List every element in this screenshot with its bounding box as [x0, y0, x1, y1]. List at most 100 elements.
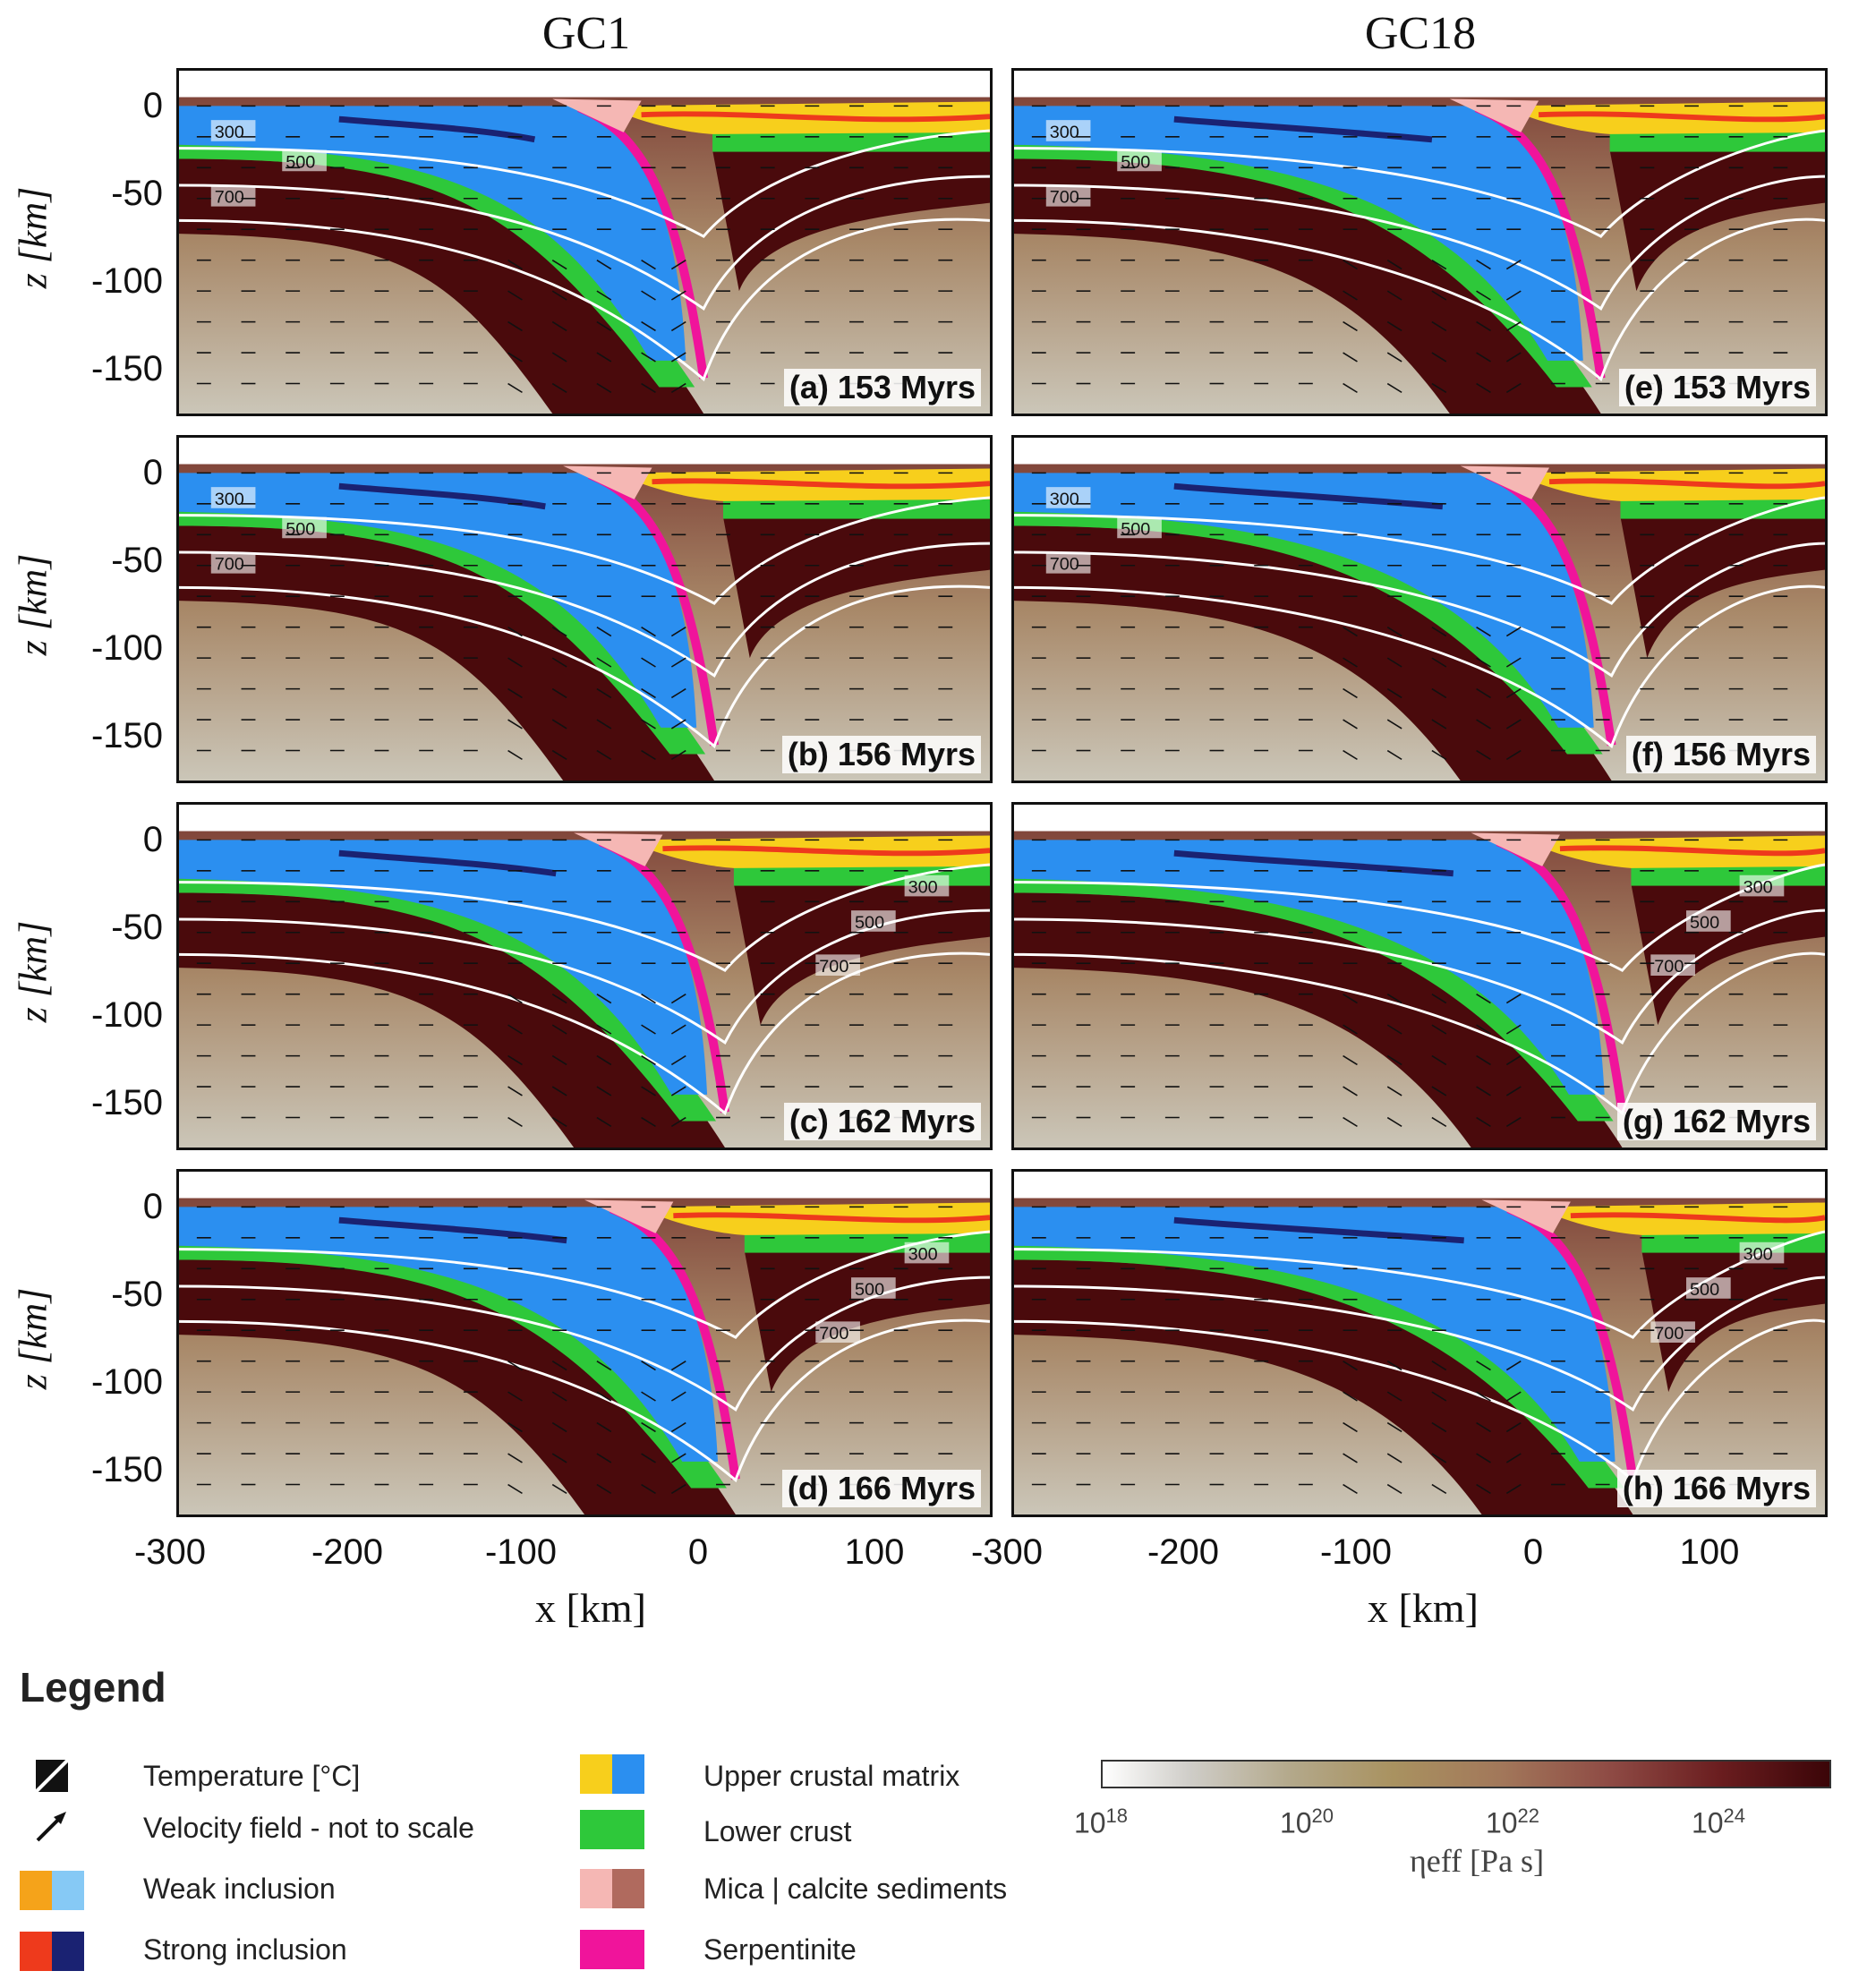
model-panel: 300 500 700 (a) 153 Myrs — [176, 68, 993, 416]
sediment-wedge — [563, 465, 652, 499]
velocity-arrow — [507, 627, 523, 637]
velocity-arrow — [1505, 260, 1522, 270]
isotherm-line — [1014, 175, 1825, 311]
velocity-arrow — [1386, 1421, 1402, 1433]
velocity-arrow — [1505, 1116, 1522, 1128]
model-panel: 300 500 700 (h) 166 Myrs — [1011, 1169, 1828, 1517]
legend-temperature: Temperature [°C] — [143, 1760, 361, 1792]
legend-upper-crust: Upper crustal matrix — [703, 1760, 960, 1792]
velocity-arrow — [641, 627, 656, 637]
panel-time-label: (b) 156 Myrs — [781, 736, 981, 773]
velocity-arrow — [596, 1483, 612, 1495]
velocity-arrow — [641, 994, 656, 1004]
panel-time-label: (h) 166 Myrs — [1616, 1470, 1816, 1507]
sediment-wedge — [1460, 465, 1550, 499]
column-title-gc18: GC18 — [1364, 8, 1477, 59]
velocity-arrow — [1431, 1054, 1447, 1066]
velocity-arrow — [1343, 1054, 1358, 1066]
isotherm-label: 700 — [215, 188, 244, 208]
velocity-arrow — [1505, 352, 1522, 363]
mica-swatch — [580, 1869, 612, 1908]
isotherm-line — [1014, 129, 1825, 238]
lower-crust-swatch — [580, 1810, 644, 1849]
velocity-arrow — [1431, 994, 1447, 1004]
velocity-arrow — [670, 1421, 686, 1433]
velocity-arrow — [1476, 994, 1491, 1004]
velocity-arrow — [1476, 1421, 1491, 1433]
isotherm-label: 300 — [1743, 878, 1773, 898]
isotherm-label-bg — [1650, 954, 1695, 977]
velocity-arrow — [551, 1453, 567, 1463]
strong-inclusion-layer — [641, 111, 990, 123]
velocity-arrow — [670, 382, 686, 394]
upper-crust-blue — [1014, 840, 1605, 1095]
velocity-arrow — [670, 1086, 686, 1096]
air-layer — [179, 805, 990, 832]
colorbar-label: ηeff [Pa s] — [1409, 1843, 1545, 1879]
velocity-arrow — [507, 290, 523, 301]
velocity-arrow — [1386, 749, 1402, 761]
velocity-arrow — [596, 1391, 612, 1402]
velocity-arrow — [596, 749, 612, 761]
velocity-arrow — [1431, 749, 1447, 761]
sediment-wedge — [574, 832, 663, 866]
isotherm-line — [1014, 496, 1825, 605]
y-tick-label: 0 — [142, 453, 163, 492]
velocity-arrow — [596, 1421, 612, 1433]
strong-inclusion-streak — [338, 482, 546, 510]
isotherm-label-bg — [1739, 875, 1785, 897]
velocity-arrow — [1476, 290, 1491, 301]
isotherm-label-bg — [1650, 1321, 1695, 1344]
velocity-arrow — [1505, 994, 1522, 1004]
panel-time-label: (d) 166 Myrs — [781, 1470, 981, 1507]
subducting-lithosphere — [179, 892, 725, 1148]
velocity-arrow — [1343, 1391, 1358, 1402]
isotherm-label-bg — [815, 1321, 860, 1344]
model-panel: 300 500 700 (c) 162 Myrs — [176, 802, 993, 1150]
model-panel: 300 500 700 (d) 166 Myrs — [176, 1169, 993, 1517]
velocity-arrow — [551, 382, 567, 394]
velocity-arrow — [1431, 719, 1447, 730]
velocity-arrow — [551, 1116, 567, 1128]
velocity-arrow — [1505, 627, 1522, 637]
isotherm-label: 300 — [1050, 123, 1079, 142]
velocity-arrow — [1386, 1361, 1402, 1371]
panel-time-label: (f) 156 Myrs — [1625, 736, 1816, 773]
strong-inclusion-swatch-a — [20, 1932, 52, 1971]
velocity-arrow — [1476, 260, 1491, 270]
velocity-arrow — [1386, 657, 1402, 668]
velocity-arrow — [670, 719, 686, 730]
y-axis-label: z [km] — [11, 186, 55, 289]
isotherm-line — [179, 218, 990, 382]
velocity-arrow — [1505, 1453, 1522, 1463]
velocity-arrow — [641, 1453, 656, 1463]
velocity-arrow — [507, 1361, 523, 1371]
velocity-arrow — [641, 320, 656, 332]
x-tick-label: 0 — [687, 1532, 709, 1572]
velocity-arrow — [641, 687, 656, 699]
isotherm-line — [1014, 542, 1825, 678]
strong-inclusion-streak — [1173, 115, 1433, 143]
velocity-arrow — [507, 1421, 523, 1433]
velocity-arrow — [641, 719, 656, 730]
x-tick-label: -300 — [133, 1532, 207, 1572]
strong-inclusion-streak — [1173, 1216, 1464, 1244]
strong-inclusion-swatch-b — [52, 1932, 84, 1971]
x-tick-label: -300 — [970, 1532, 1044, 1572]
isotherm-label-bg — [282, 149, 327, 172]
velocity-arrow — [596, 352, 612, 363]
isotherm-line — [179, 496, 990, 605]
velocity-arrow — [1505, 1361, 1522, 1371]
velocity-arrow — [1386, 994, 1402, 1004]
lower-crust-upper-plate — [1609, 132, 1825, 152]
sediment-wedge — [1471, 832, 1560, 866]
isotherm-label: 700 — [215, 555, 244, 575]
isotherm-label-bg — [1739, 1241, 1785, 1264]
sediment-wedge — [552, 98, 642, 132]
isotherm-label-bg — [1117, 516, 1162, 539]
subducting-lithosphere — [1014, 525, 1612, 781]
upper-crust-swatch-b — [612, 1754, 644, 1794]
isotherm-label-bg — [1045, 551, 1091, 574]
velocity-arrow — [507, 260, 523, 270]
y-tick-label: -100 — [90, 628, 163, 668]
